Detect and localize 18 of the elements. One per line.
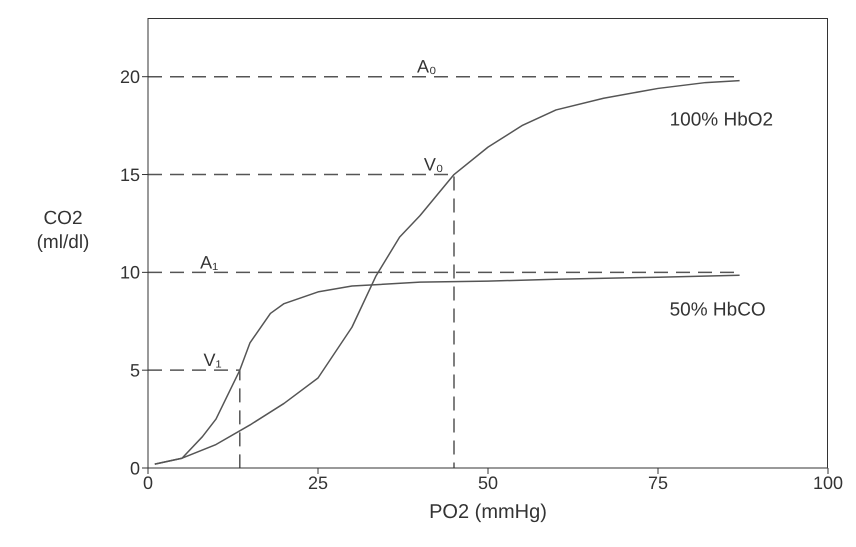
annotation: A₁ [200, 252, 218, 272]
annotation: A₀ [417, 56, 437, 77]
y-tick-label: 10 [120, 262, 140, 283]
x-tick-label: 25 [308, 472, 328, 493]
annotation: V₀ [424, 154, 444, 175]
y-tick-label: 5 [130, 360, 140, 381]
series-label: 50% HbCO [670, 299, 766, 320]
x-tick-label: 75 [648, 472, 668, 493]
series-label: 100% HbO2 [670, 110, 774, 131]
y-tick-label: 0 [130, 458, 140, 478]
x-tick-label: 0 [142, 472, 154, 493]
annotation: V₁ [204, 350, 222, 370]
x-tick-label: 50 [478, 472, 498, 493]
y-tick-label: 15 [120, 164, 140, 185]
y-axis-title: CO2 (ml/dl) [36, 207, 90, 255]
y-tick-label: 20 [120, 67, 140, 88]
x-tick-label: 100 [812, 472, 844, 493]
x-axis-title: PO2 (mmHg) [429, 501, 547, 523]
